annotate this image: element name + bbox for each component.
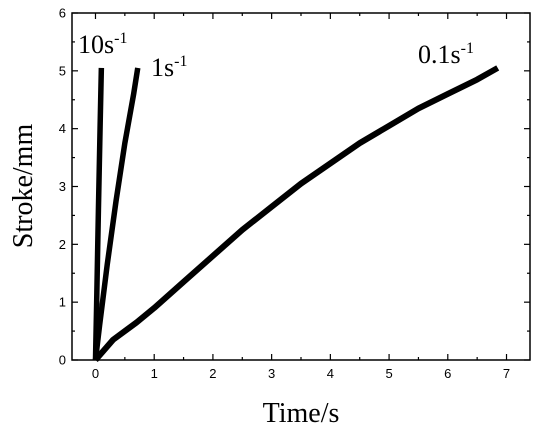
series-line-2 (93, 65, 500, 362)
series-line-0 (92, 67, 105, 361)
series-label-10s-exp: -1 (114, 30, 127, 47)
x-tick-label: 1 (151, 366, 158, 381)
y-tick-label: 6 (59, 6, 66, 21)
x-tick-label: 0 (92, 366, 99, 381)
series-label-01s-exp: -1 (461, 40, 474, 57)
y-tick-label: 2 (59, 237, 66, 252)
series-label-10s: 10s-1 (78, 30, 127, 59)
y-tick-label: 0 (59, 353, 66, 368)
y-tick-label: 3 (59, 179, 66, 194)
axis-ticks: 0 1 2 3 4 5 6 7 0 1 2 3 4 5 6 (59, 6, 530, 381)
series-label-01s: 0.1s-1 (418, 40, 474, 69)
series-line-1 (92, 67, 141, 361)
y-tick-label: 5 (59, 63, 66, 78)
x-tick-label: 7 (503, 366, 510, 381)
x-tick-label: 2 (209, 366, 216, 381)
series-label-01s-main: 0.1s (418, 40, 461, 69)
x-axis-title: Time/s (263, 398, 340, 429)
y-tick-label: 1 (59, 295, 66, 310)
y-axis-title: Stroke/mm (8, 124, 39, 249)
x-tick-label: 5 (385, 366, 392, 381)
series-label-1s-exp: -1 (174, 53, 187, 70)
y-tick-label: 4 (59, 121, 66, 136)
series-group (92, 65, 500, 362)
x-tick-label: 6 (444, 366, 451, 381)
series-label-1s-main: 1s (151, 53, 174, 82)
series-label-10s-main: 10s (78, 30, 114, 59)
x-tick-label: 3 (268, 366, 275, 381)
series-label-1s: 1s-1 (151, 53, 187, 82)
x-tick-label: 4 (327, 366, 334, 381)
